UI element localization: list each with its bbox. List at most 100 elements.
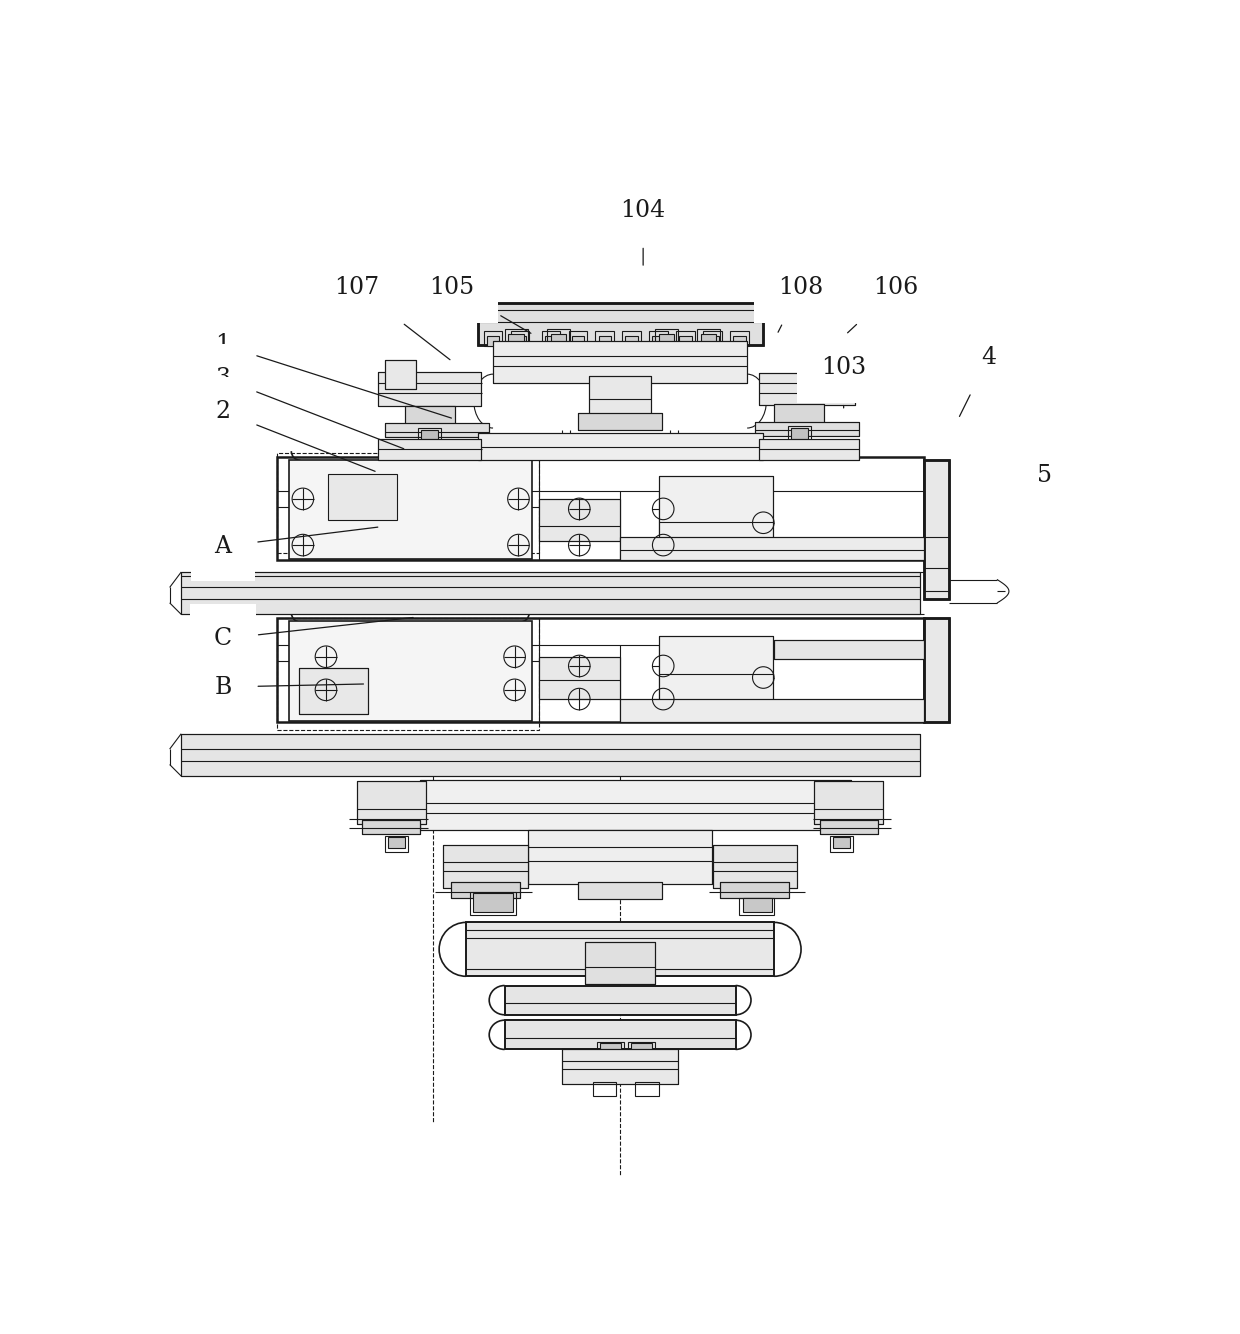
- Bar: [472, 894, 513, 911]
- Bar: [362, 820, 420, 834]
- Bar: [513, 336, 526, 347]
- Bar: [680, 336, 692, 347]
- Bar: [774, 640, 924, 659]
- Bar: [774, 640, 924, 659]
- Bar: [774, 404, 825, 423]
- Bar: [539, 656, 620, 699]
- Bar: [278, 452, 539, 552]
- Bar: [631, 1042, 652, 1055]
- Bar: [697, 329, 720, 351]
- Bar: [487, 336, 500, 347]
- Bar: [377, 439, 481, 460]
- Text: C: C: [215, 618, 413, 650]
- Bar: [357, 782, 427, 824]
- Bar: [494, 342, 748, 383]
- Bar: [589, 376, 651, 414]
- Bar: [544, 336, 557, 347]
- Bar: [551, 334, 567, 348]
- Bar: [830, 836, 853, 851]
- Bar: [181, 572, 920, 615]
- Bar: [377, 372, 481, 407]
- Bar: [422, 430, 439, 442]
- Bar: [720, 882, 790, 898]
- Bar: [466, 922, 774, 976]
- Bar: [568, 331, 587, 347]
- Bar: [505, 986, 735, 1015]
- Bar: [713, 846, 797, 887]
- Bar: [703, 331, 722, 347]
- Bar: [924, 460, 949, 599]
- Bar: [547, 329, 570, 351]
- Bar: [450, 882, 520, 898]
- Text: 107: 107: [334, 276, 450, 360]
- Bar: [377, 372, 481, 407]
- Bar: [404, 407, 455, 426]
- Bar: [528, 830, 713, 884]
- Text: 2: 2: [216, 400, 376, 471]
- Text: B: B: [215, 675, 363, 699]
- Bar: [759, 439, 859, 460]
- Bar: [386, 836, 408, 851]
- Bar: [774, 404, 825, 423]
- Bar: [924, 618, 949, 722]
- Bar: [542, 331, 560, 347]
- Bar: [563, 1050, 678, 1085]
- Text: 3: 3: [216, 367, 404, 448]
- Bar: [572, 336, 584, 347]
- Text: 104: 104: [620, 199, 666, 265]
- Bar: [585, 942, 655, 984]
- Bar: [821, 820, 878, 834]
- Bar: [511, 331, 529, 347]
- Bar: [386, 359, 417, 388]
- Bar: [470, 891, 516, 915]
- Bar: [733, 336, 745, 347]
- Bar: [625, 336, 637, 347]
- Bar: [578, 882, 662, 899]
- Bar: [278, 456, 924, 560]
- Bar: [924, 618, 949, 722]
- Bar: [822, 359, 853, 388]
- Bar: [620, 699, 924, 722]
- Bar: [528, 830, 713, 884]
- Bar: [701, 334, 717, 348]
- Bar: [755, 422, 859, 436]
- Bar: [622, 331, 641, 347]
- Bar: [720, 882, 790, 898]
- Bar: [787, 427, 811, 443]
- Bar: [377, 439, 481, 460]
- Bar: [278, 618, 539, 730]
- Bar: [815, 782, 883, 824]
- Bar: [627, 1042, 655, 1057]
- Bar: [589, 376, 651, 414]
- Bar: [821, 820, 878, 834]
- Bar: [815, 782, 883, 824]
- Bar: [658, 476, 773, 552]
- Text: A: A: [215, 527, 378, 558]
- Bar: [743, 898, 771, 911]
- Bar: [593, 1082, 616, 1095]
- Text: 5: 5: [1028, 464, 1052, 500]
- Bar: [508, 334, 523, 348]
- Bar: [822, 359, 853, 388]
- Bar: [759, 372, 854, 406]
- Bar: [299, 668, 368, 715]
- Bar: [620, 699, 924, 722]
- Bar: [450, 882, 520, 898]
- Bar: [832, 836, 849, 848]
- Bar: [730, 331, 749, 347]
- Bar: [739, 898, 774, 915]
- Bar: [755, 422, 859, 436]
- Bar: [578, 412, 662, 430]
- Bar: [635, 1082, 658, 1095]
- Bar: [386, 423, 490, 438]
- Bar: [278, 618, 924, 722]
- Bar: [620, 538, 924, 560]
- Bar: [477, 434, 763, 460]
- Bar: [443, 846, 528, 887]
- Bar: [505, 986, 735, 1015]
- Bar: [404, 407, 455, 426]
- Bar: [539, 656, 620, 699]
- Bar: [386, 423, 490, 438]
- Bar: [505, 329, 528, 351]
- Bar: [418, 428, 441, 446]
